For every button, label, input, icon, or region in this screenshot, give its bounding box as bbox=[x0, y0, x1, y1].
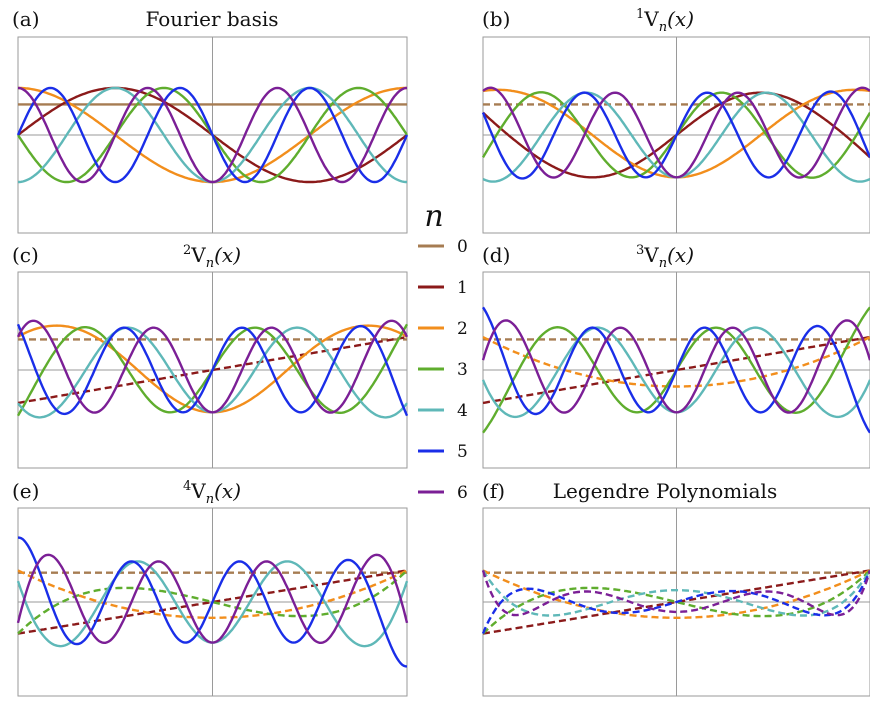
panel-letter: (f) bbox=[482, 479, 505, 503]
series-line-n6 bbox=[481, 319, 870, 414]
legend: n0 1 2 3 4 5 6 bbox=[418, 199, 468, 503]
series-line-n6 bbox=[16, 553, 409, 644]
title-arg: (x) bbox=[214, 479, 241, 503]
series-line-n2 bbox=[482, 336, 870, 388]
legend-label-n6: 6 bbox=[457, 483, 468, 503]
panel-title: Legendre Polynomials bbox=[553, 479, 777, 503]
panel-a: (a) Fourier basis bbox=[12, 7, 409, 234]
title-main: V bbox=[643, 7, 659, 31]
title-main: V bbox=[190, 479, 206, 503]
legend-label-n3: 3 bbox=[457, 360, 468, 380]
panel-title: 4Vn(x) bbox=[183, 479, 241, 507]
title-sub: n bbox=[206, 492, 214, 507]
legend-label-n5: 5 bbox=[457, 442, 468, 462]
series-line-n5 bbox=[17, 536, 408, 668]
panel-title: 2Vn(x) bbox=[183, 243, 241, 271]
series-line-n6 bbox=[17, 86, 408, 184]
series-line-n5 bbox=[481, 306, 870, 434]
legend-label-n0: 0 bbox=[457, 237, 468, 257]
panel-letter: (a) bbox=[12, 7, 40, 31]
panel-c: (c) 2Vn(x) bbox=[12, 243, 409, 469]
panel-title: 3Vn(x) bbox=[636, 243, 694, 271]
series-line-n5 bbox=[16, 86, 409, 184]
title-sup: 2 bbox=[183, 243, 191, 258]
panel-e: (e) 4Vn(x) bbox=[12, 479, 409, 697]
series-line-n5 bbox=[481, 569, 870, 635]
panel-letter: (e) bbox=[12, 479, 39, 503]
title-arg: (x) bbox=[214, 243, 241, 267]
title-sup: 4 bbox=[183, 479, 191, 494]
series-line-n6 bbox=[16, 319, 409, 414]
title-sub: n bbox=[659, 20, 667, 35]
title-main: V bbox=[190, 243, 206, 267]
panel-letter: (d) bbox=[482, 243, 510, 267]
panel-title: 1Vn(x) bbox=[636, 7, 694, 35]
panel-d: (d) 3Vn(x) bbox=[481, 243, 870, 469]
panel-f: (f) Legendre Polynomials bbox=[481, 479, 870, 697]
title-arg: (x) bbox=[667, 243, 694, 267]
legend-label-n2: 2 bbox=[457, 319, 468, 339]
title-sub: n bbox=[206, 256, 214, 271]
legend-label-n1: 1 bbox=[457, 278, 468, 298]
title-arg: (x) bbox=[667, 7, 694, 31]
series-line-n2 bbox=[17, 569, 408, 619]
panel-title: Fourier basis bbox=[145, 7, 278, 31]
series-line-n5 bbox=[16, 323, 409, 417]
panel-letter: (b) bbox=[482, 7, 510, 31]
series-line-n6 bbox=[481, 570, 870, 617]
title-sub: n bbox=[659, 256, 667, 271]
series-line-n5 bbox=[481, 90, 870, 180]
series-line-n6 bbox=[482, 86, 870, 179]
legend-label-n4: 4 bbox=[457, 401, 468, 421]
title-sup: 1 bbox=[636, 7, 644, 22]
panel-b: (b) 1Vn(x) bbox=[481, 7, 870, 234]
legend-title: n bbox=[424, 199, 443, 234]
title-main: V bbox=[643, 243, 659, 267]
panel-letter: (c) bbox=[12, 243, 39, 267]
series-line-n4 bbox=[481, 569, 870, 617]
title-sup: 3 bbox=[636, 243, 644, 258]
series-line-n2 bbox=[482, 569, 870, 619]
